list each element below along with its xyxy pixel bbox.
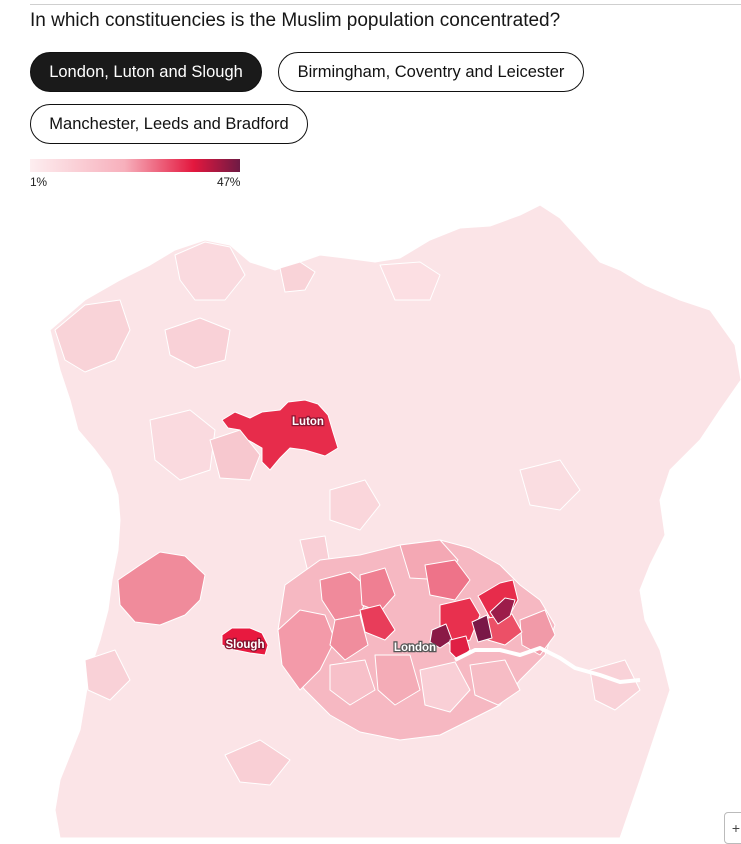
toggle-london-luton-slough[interactable]: London, Luton and Slough — [30, 52, 262, 92]
map-region — [164, 317, 231, 369]
map-region-london — [359, 567, 396, 613]
map-label-london: London — [394, 642, 436, 654]
legend-min-label: 1% — [30, 175, 47, 189]
map-region-slough — [221, 627, 269, 656]
map-region — [519, 459, 581, 511]
map-region-london — [419, 661, 471, 713]
map-region-london — [329, 659, 376, 706]
map-region — [149, 409, 216, 481]
map-region — [174, 241, 246, 301]
map-region-london — [277, 609, 336, 691]
map-region-london — [519, 609, 556, 656]
map-region-mid — [117, 551, 206, 626]
legend-color-scale — [30, 159, 240, 172]
zoom-in-button[interactable]: + — [724, 812, 741, 844]
toggle-manchester-leeds-bradford[interactable]: Manchester, Leeds and Bradford — [30, 104, 308, 144]
map-region — [84, 649, 131, 701]
map-region-max — [489, 597, 516, 625]
map-region-base — [49, 204, 741, 838]
map-region-london — [424, 559, 471, 601]
map-region-london — [359, 604, 396, 641]
thames-river — [454, 646, 641, 684]
map-region — [379, 261, 441, 301]
question-heading: In which constituencies is the Muslim po… — [30, 10, 561, 31]
legend-max-label: 47% — [217, 175, 241, 189]
map-region — [54, 299, 131, 373]
map-label-slough: Slough — [226, 639, 265, 651]
map-region-max — [429, 623, 453, 649]
choropleth-map[interactable]: Luton Slough London — [0, 195, 741, 838]
map-region-luton — [221, 399, 339, 471]
toggle-birmingham-coventry-leicester[interactable]: Birmingham, Coventry and Leicester — [278, 52, 584, 92]
map-region-max — [471, 614, 493, 643]
map-region-london — [329, 614, 369, 661]
map-region-london — [469, 659, 521, 706]
map-region — [329, 479, 381, 531]
map-region — [209, 429, 261, 481]
map-region-london — [374, 654, 421, 706]
top-divider — [30, 4, 741, 5]
map-region — [589, 659, 641, 711]
map-region — [279, 261, 316, 293]
map-label-luton: Luton — [292, 416, 324, 428]
map-region — [224, 739, 291, 786]
